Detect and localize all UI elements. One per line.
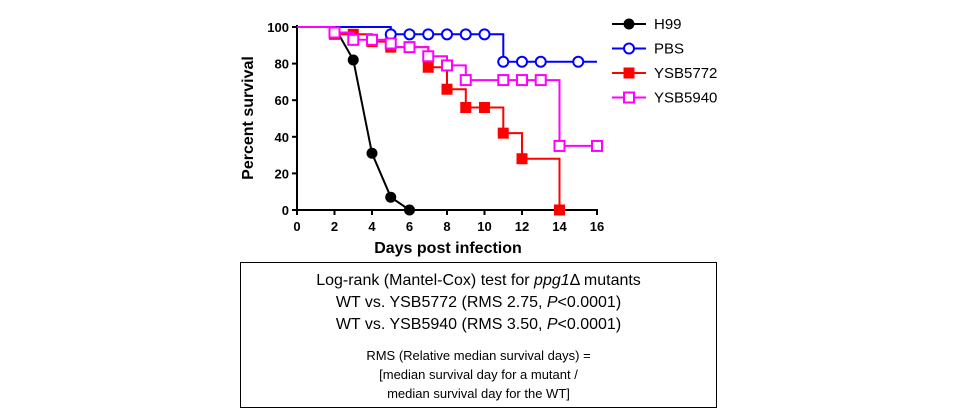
data-point-ysb5940 xyxy=(403,41,416,54)
chart-legend: H99 PBS YSB5772 YSB5940 xyxy=(612,16,717,107)
data-point-ysb5940 xyxy=(366,33,378,46)
data-point-ysb5772 xyxy=(441,83,453,95)
data-point-ysb5940 xyxy=(422,50,435,63)
legend-label-h99: H99 xyxy=(654,16,682,33)
data-point-pbs xyxy=(478,28,491,41)
data-point-ysb5940 xyxy=(441,59,453,72)
data-point-pbs xyxy=(497,55,510,68)
legend-label-ysb5940: YSB5940 xyxy=(654,90,717,107)
survival-chart: 0 2 4 6 8 10 12 14 16 0 20 40 60 80 100 H99 PBS YSB5772 Y… xyxy=(240,16,717,257)
y-axis-label: Percent survival xyxy=(240,56,257,180)
legend-item-h99: H99 xyxy=(612,16,682,33)
data-point-ysb5940 xyxy=(384,37,397,50)
data-point-ysb5940 xyxy=(553,139,566,152)
legend-label-pbs: PBS xyxy=(654,41,684,58)
legend-item-ysb5940: YSB5940 xyxy=(612,90,717,107)
y-tick-label: 60 xyxy=(275,93,289,108)
y-tick-label: 0 xyxy=(282,203,289,218)
y-tick-label: 40 xyxy=(275,130,289,145)
x-axis-label: Days post infection xyxy=(374,240,522,257)
y-tick-label: 100 xyxy=(267,20,289,35)
rms-formula-denominator: median survival day for the WT] xyxy=(387,386,570,401)
y-tick-label: 20 xyxy=(275,166,289,181)
legend-item-pbs: PBS xyxy=(612,41,684,58)
data-point-ysb5772 xyxy=(516,153,528,165)
stats-title: Log-rank (Mantel-Cox) test for ppg1Δ mut… xyxy=(316,272,641,289)
data-point-pbs xyxy=(459,28,472,41)
data-point-h99 xyxy=(385,191,397,203)
data-point-h99 xyxy=(404,204,415,216)
data-point-ysb5772 xyxy=(422,61,434,73)
series-ysb5940 xyxy=(297,26,603,152)
data-point-pbs xyxy=(441,28,453,41)
y-tick-label: 80 xyxy=(275,57,289,72)
x-tick-label: 6 xyxy=(406,219,413,234)
legend-marker-ysb5940 xyxy=(623,91,635,104)
data-point-ysb5772 xyxy=(479,102,490,114)
series-h99 xyxy=(297,26,415,216)
rms-formula-numerator: [median survival day for a mutant / xyxy=(379,367,578,382)
chart-series xyxy=(297,26,603,216)
data-point-ysb5940 xyxy=(497,74,510,87)
stats-comparison-ysb5772: WT vs. YSB5772 (RMS 2.75, P<0.0001) xyxy=(335,294,622,311)
stats-comparison-ysb5940: WT vs. YSB5940 (RMS 3.50, P<0.0001) xyxy=(335,316,622,333)
x-tick-label: 12 xyxy=(515,219,529,234)
legend-item-ysb5772: YSB5772 xyxy=(612,65,717,82)
data-point-ysb5940 xyxy=(347,33,360,46)
x-tick-label: 14 xyxy=(552,219,567,234)
data-point-pbs xyxy=(572,55,585,68)
data-point-ysb5772 xyxy=(497,127,509,139)
rms-definition: RMS (Relative median survival days) = xyxy=(366,348,591,363)
data-point-ysb5940 xyxy=(591,139,603,152)
legend-marker-h99 xyxy=(623,18,635,30)
data-point-ysb5772 xyxy=(554,204,565,216)
data-point-ysb5940 xyxy=(534,74,547,87)
x-tick-label: 10 xyxy=(477,219,491,234)
series-pbs xyxy=(297,26,597,68)
x-tick-label: 0 xyxy=(293,219,300,234)
data-point-h99 xyxy=(366,147,378,159)
x-tick-label: 2 xyxy=(331,219,338,234)
data-point-ysb5772 xyxy=(460,102,472,114)
data-point-ysb5940 xyxy=(328,26,341,39)
x-tick-label: 4 xyxy=(368,219,376,234)
data-point-pbs xyxy=(403,28,416,41)
x-tick-label: 8 xyxy=(443,219,450,234)
legend-marker-ysb5772 xyxy=(623,67,635,79)
data-point-h99 xyxy=(347,54,359,66)
legend-label-ysb5772: YSB5772 xyxy=(654,65,717,82)
data-point-ysb5940 xyxy=(459,74,472,87)
data-point-pbs xyxy=(516,55,528,68)
data-point-ysb5940 xyxy=(516,74,528,87)
chart-axes: 0 2 4 6 8 10 12 14 16 0 20 40 60 80 100 xyxy=(267,20,604,234)
data-point-pbs xyxy=(422,28,435,41)
x-tick-label: 16 xyxy=(590,219,604,234)
stats-box: Log-rank (Mantel-Cox) test for ppg1Δ mut… xyxy=(240,262,717,408)
data-point-pbs xyxy=(534,55,547,68)
legend-marker-pbs xyxy=(623,42,635,55)
